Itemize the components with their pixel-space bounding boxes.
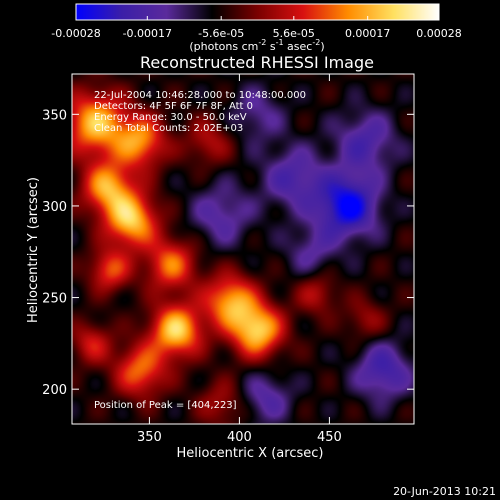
colorbar-tick-label: -0.00028 xyxy=(51,27,100,40)
footer-timestamp: 20-Jun-2013 10:21 xyxy=(393,485,496,498)
colorbar-tick-label: -5.6e-05 xyxy=(198,27,244,40)
chart-title: Reconstructed RHESSI Image xyxy=(140,53,374,72)
y-tick-label: 350 xyxy=(42,108,67,123)
x-tick-label: 350 xyxy=(137,430,162,445)
peak-position-label: Position of Peak = [404,223] xyxy=(94,400,237,411)
colorbar-tick-label: -0.00017 xyxy=(123,27,172,40)
annotation-block: 22-Jul-2004 10:46:28.000 to 10:48:00.000… xyxy=(94,90,306,134)
y-tick-label: 300 xyxy=(42,200,67,215)
annotation-line: Energy Range: 30.0 - 50.0 keV xyxy=(94,112,247,123)
y-tick-label: 200 xyxy=(42,383,67,398)
colorbar-unit-label: (photons cm-2 s-1 asec-2) xyxy=(189,38,324,53)
colorbar xyxy=(75,3,440,21)
annotation-line: 22-Jul-2004 10:46:28.000 to 10:48:00.000 xyxy=(94,90,306,101)
annotation-line: Clean Total Counts: 2.02E+03 xyxy=(94,123,243,134)
colorbar-tick-labels: -0.00028 -0.00017 -5.6e-05 5.6e-05 0.00017 0.… xyxy=(51,27,461,40)
colorbar-tick-label: 5.6e-05 xyxy=(273,27,315,40)
x-axis-label: Heliocentric X (arcsec) xyxy=(177,446,324,461)
colorbar-tick-label: 0.00017 xyxy=(345,27,391,40)
annotation-line: Detectors: 4F 5F 6F 7F 8F, Att 0 xyxy=(94,101,253,112)
plot-frame xyxy=(71,73,415,425)
colorbar-ticks xyxy=(75,16,440,20)
plot-area xyxy=(72,74,414,424)
x-tick-label: 450 xyxy=(317,430,342,445)
x-axis-ticks: 350 400 450 xyxy=(137,74,342,445)
y-axis-ticks: 200 250 300 350 xyxy=(42,108,414,398)
colorbar-tick-label: 0.00028 xyxy=(416,27,462,40)
y-tick-label: 250 xyxy=(42,292,67,307)
x-tick-label: 400 xyxy=(227,430,252,445)
y-axis-label: Heliocentric Y (arcsec) xyxy=(26,177,41,323)
